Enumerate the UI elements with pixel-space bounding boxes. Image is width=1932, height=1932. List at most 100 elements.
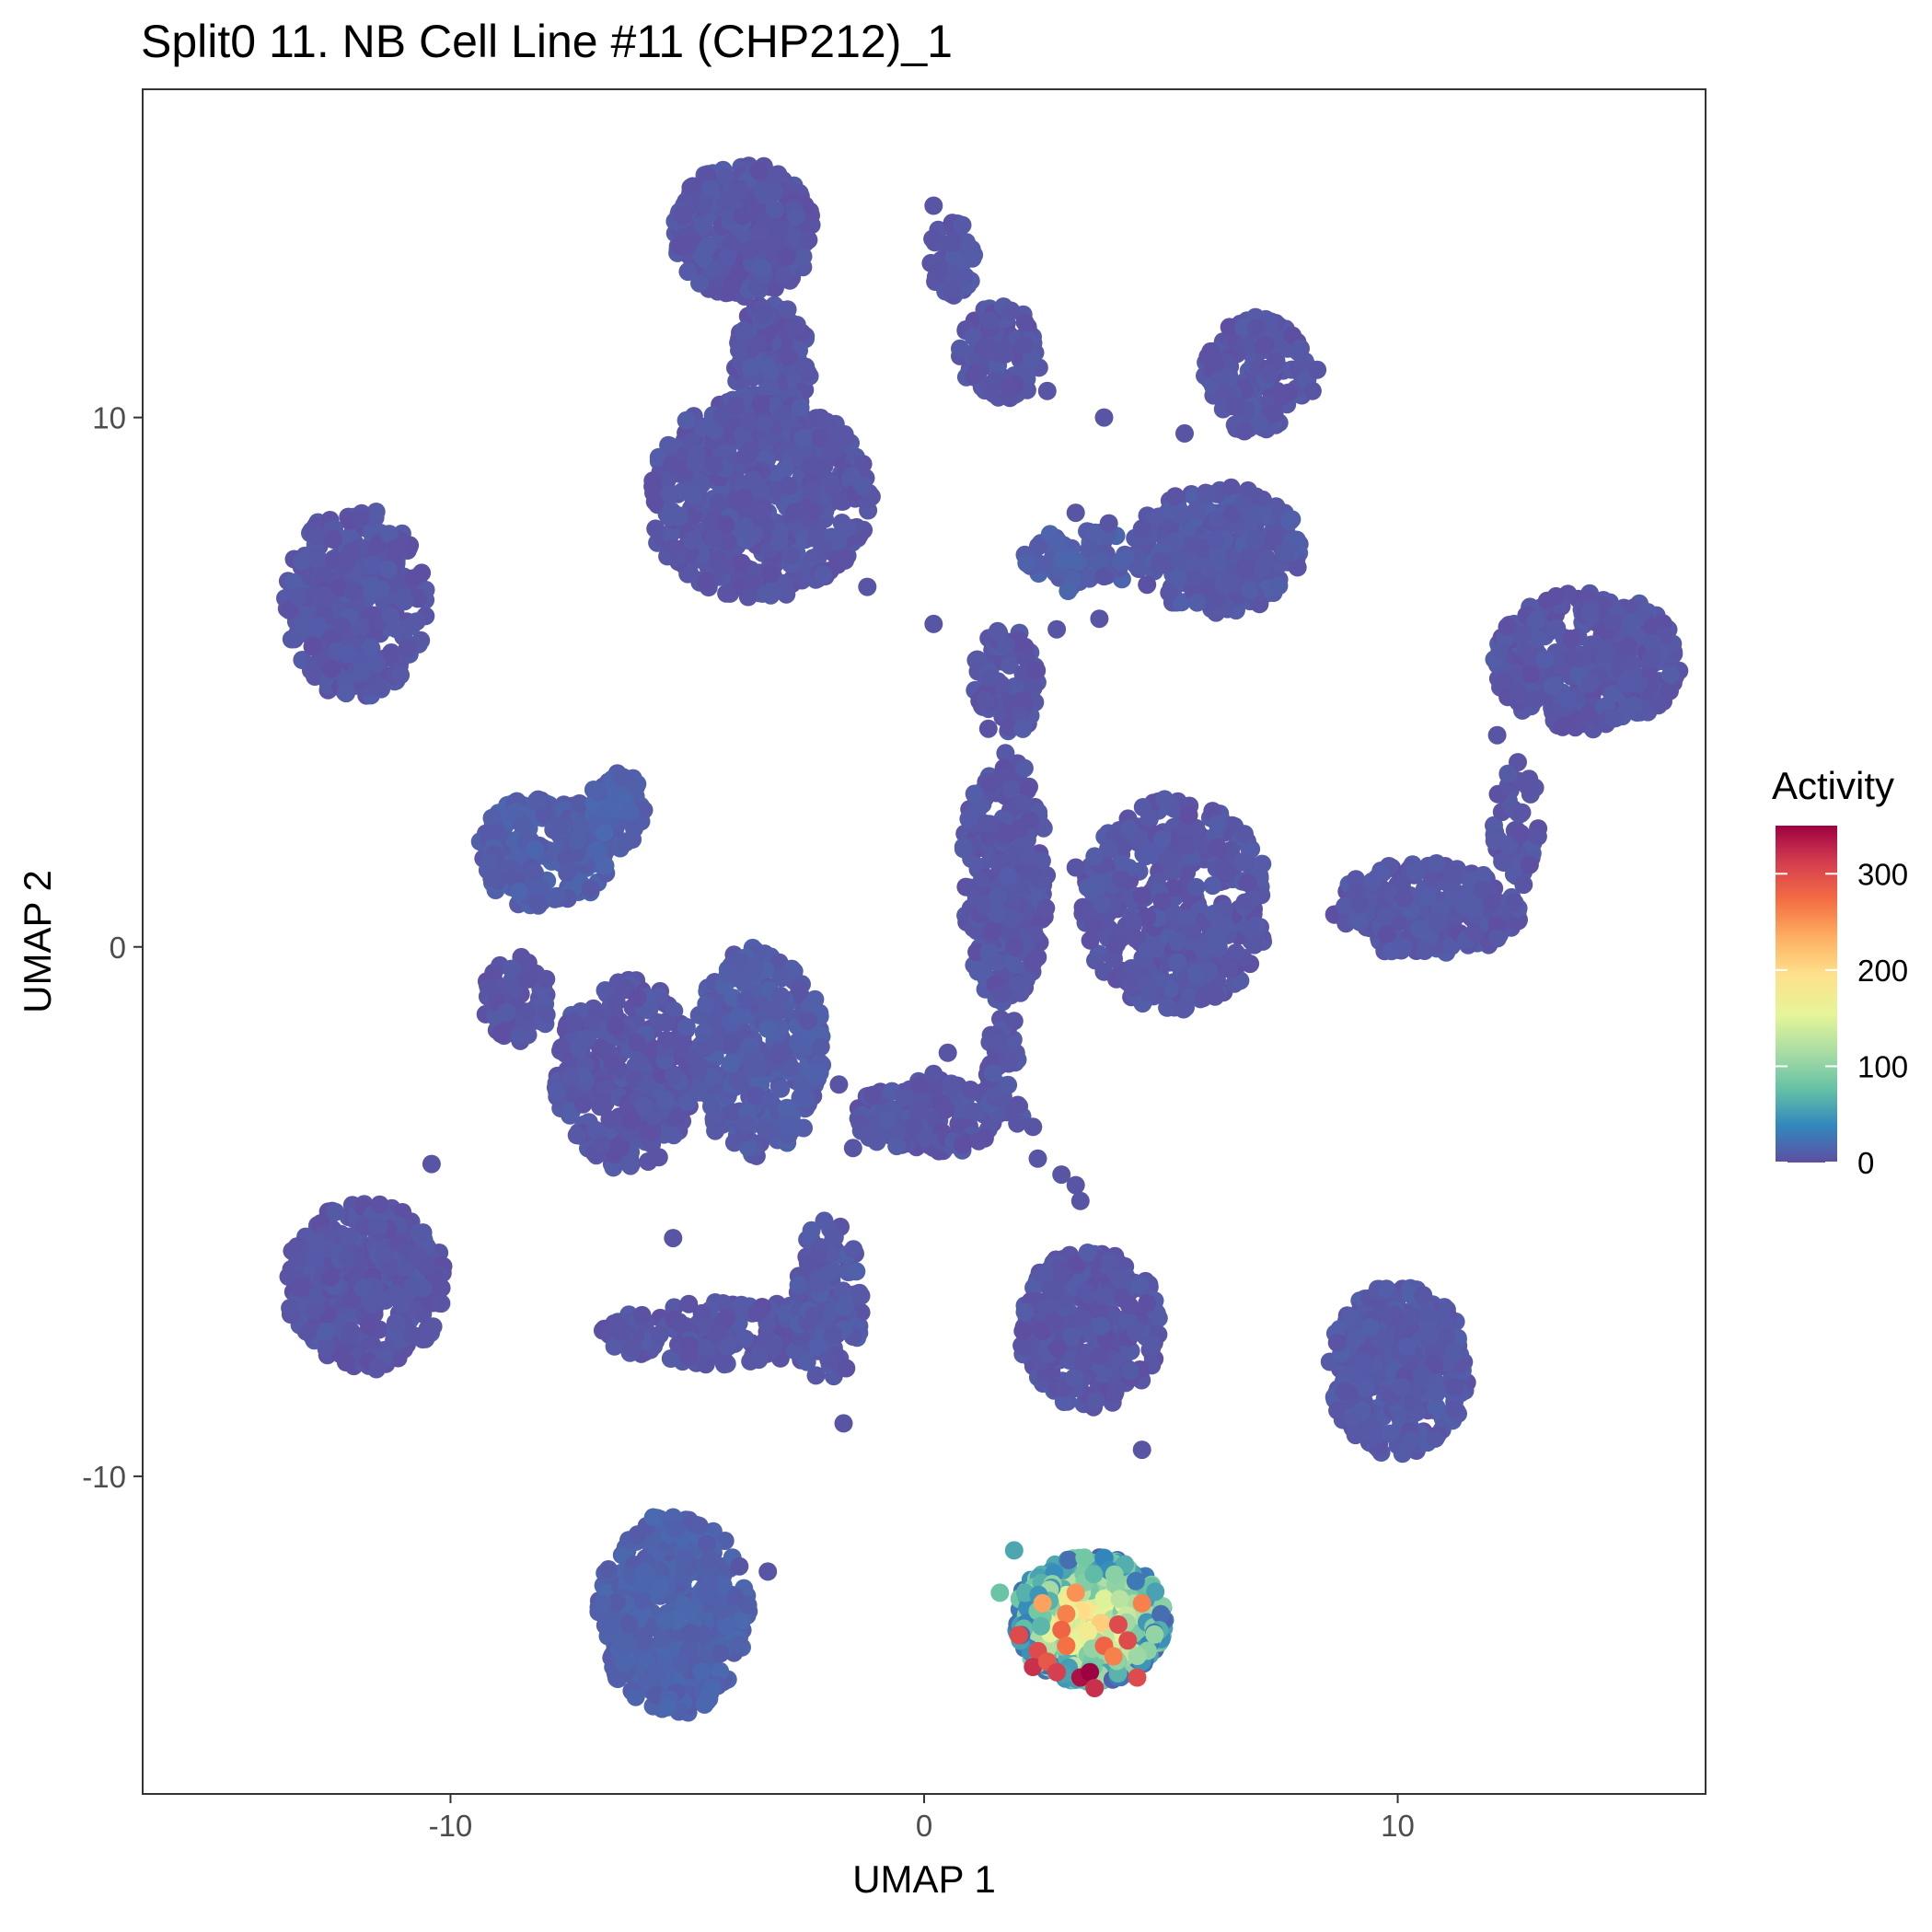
data-point xyxy=(339,1227,358,1246)
data-point xyxy=(1406,862,1426,882)
data-point xyxy=(332,617,352,636)
data-point xyxy=(1137,974,1156,993)
data-point xyxy=(409,1246,427,1266)
data-point xyxy=(318,588,337,607)
data-point xyxy=(317,1338,336,1357)
data-point xyxy=(361,638,379,656)
data-point xyxy=(1001,301,1021,320)
data-point xyxy=(689,1082,709,1102)
data-point xyxy=(981,311,1000,330)
data-point xyxy=(646,519,665,538)
data-point xyxy=(784,503,804,522)
data-point xyxy=(1661,665,1680,685)
data-point xyxy=(830,492,850,511)
data-point xyxy=(537,969,556,989)
data-point xyxy=(1649,696,1668,715)
data-point xyxy=(326,1202,345,1221)
data-point xyxy=(802,502,821,521)
data-point xyxy=(1047,533,1067,552)
data-point xyxy=(1498,764,1518,783)
data-point xyxy=(1158,850,1177,870)
data-point xyxy=(1187,963,1207,982)
data-point xyxy=(595,823,614,842)
data-point xyxy=(838,519,857,538)
data-point xyxy=(794,1118,813,1138)
data-point xyxy=(1221,478,1241,497)
data-point xyxy=(395,592,414,611)
data-point xyxy=(684,486,703,505)
data-point xyxy=(730,181,749,201)
data-point xyxy=(988,904,1006,923)
data-point xyxy=(799,230,818,249)
data-point xyxy=(853,476,873,495)
data-point xyxy=(561,1068,580,1087)
data-point xyxy=(1165,487,1185,506)
data-point xyxy=(1464,923,1484,943)
data-point xyxy=(944,247,964,266)
data-point xyxy=(386,1313,405,1333)
data-point xyxy=(767,1002,786,1022)
data-point xyxy=(527,792,547,810)
data-point xyxy=(563,1012,583,1032)
data-point xyxy=(836,549,855,568)
data-point xyxy=(338,1248,357,1267)
data-point xyxy=(686,455,705,474)
data-point xyxy=(853,455,873,474)
data-point xyxy=(1495,670,1514,689)
data-point xyxy=(526,840,545,860)
data-point xyxy=(492,1024,511,1044)
data-point xyxy=(761,1092,780,1111)
data-point xyxy=(1184,535,1203,554)
data-point xyxy=(1003,909,1023,929)
data-point xyxy=(321,660,341,678)
data-point xyxy=(810,1063,829,1082)
data-point xyxy=(976,337,995,356)
data-point xyxy=(665,1066,684,1085)
data-point xyxy=(1173,507,1192,526)
data-point xyxy=(1236,559,1255,578)
data-point xyxy=(659,507,678,526)
data-point xyxy=(1490,642,1510,661)
data-point xyxy=(887,1137,907,1156)
data-point xyxy=(568,831,587,850)
data-point xyxy=(682,531,701,550)
data-point xyxy=(796,357,816,376)
data-point xyxy=(1597,643,1616,663)
data-point xyxy=(1240,920,1258,939)
data-point xyxy=(811,1037,830,1057)
data-point xyxy=(993,344,1012,364)
data-point xyxy=(793,428,813,447)
data-point xyxy=(746,956,765,976)
data-point xyxy=(1245,531,1265,550)
data-point xyxy=(1017,553,1036,573)
data-point xyxy=(751,394,770,413)
data-point xyxy=(1240,581,1259,600)
data-point xyxy=(537,1005,556,1024)
data-point xyxy=(728,1071,747,1091)
data-point xyxy=(706,1121,725,1140)
data-point xyxy=(800,457,818,476)
data-point xyxy=(736,990,756,1010)
data-point xyxy=(733,206,752,226)
data-point xyxy=(1291,339,1310,358)
data-point xyxy=(657,1030,677,1049)
data-point xyxy=(605,799,624,818)
data-point xyxy=(1260,364,1279,383)
data-point xyxy=(773,404,792,423)
data-point xyxy=(552,1038,571,1058)
data-point xyxy=(1138,575,1157,595)
data-point xyxy=(1394,889,1414,908)
data-point xyxy=(628,989,647,1008)
data-point xyxy=(386,1284,405,1303)
data-point xyxy=(1215,862,1234,881)
data-point xyxy=(303,637,322,656)
data-point xyxy=(288,587,307,607)
data-point xyxy=(1138,940,1157,959)
data-point xyxy=(755,1118,774,1138)
data-point xyxy=(1209,553,1227,572)
data-point xyxy=(773,265,792,284)
data-point xyxy=(1417,888,1437,908)
data-point xyxy=(1168,569,1187,587)
data-point xyxy=(779,1118,797,1138)
data-point xyxy=(1014,336,1034,354)
